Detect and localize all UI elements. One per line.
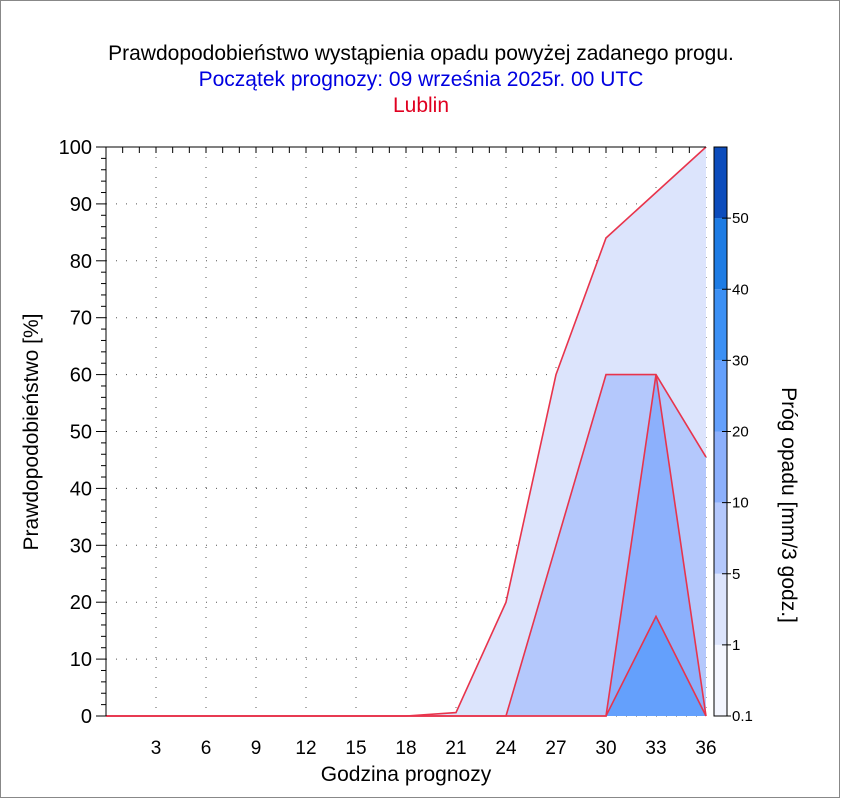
- colorbar-segment: [714, 147, 727, 219]
- x-tick-label: 6: [201, 738, 212, 759]
- x-tick-label: 18: [395, 738, 416, 759]
- area-threshold-1: [106, 374, 706, 716]
- x-tick-label: 24: [495, 738, 517, 759]
- colorbar-segment: [714, 573, 727, 645]
- y-tick-label: 10: [70, 649, 92, 671]
- y-tick-label: 40: [70, 478, 92, 500]
- station-name: Lublin: [392, 94, 450, 117]
- colorbar: 0.1 1 5 10 20 30 40 50: [713, 146, 753, 725]
- colorbar-tick-label: 50: [732, 210, 749, 227]
- y-tick-label: 80: [70, 251, 92, 273]
- x-tick-label: 33: [645, 738, 666, 759]
- y-tick-label: 100: [59, 137, 92, 159]
- probability-areas: [106, 146, 707, 717]
- x-tick-label: 9: [251, 738, 262, 759]
- colorbar-segment: [714, 644, 727, 716]
- y-tick-label: 0: [81, 706, 92, 728]
- chart-subtitle: Początek prognozy: 09 września 2025r. 00…: [198, 68, 644, 91]
- y-tick-label: 60: [70, 365, 92, 387]
- x-tick-label: 30: [595, 738, 616, 759]
- x-axis-label: Godzina prognozy: [321, 763, 492, 786]
- x-tick-label: 36: [695, 738, 716, 759]
- y-tick-label: 30: [70, 535, 92, 557]
- x-tick-label: 3: [151, 738, 162, 759]
- x-tick-label: 27: [545, 738, 566, 759]
- colorbar-segment: [714, 502, 727, 574]
- x-tick-label: 21: [445, 738, 466, 759]
- y-tick-label: 70: [70, 308, 92, 330]
- y-tick-label: 90: [70, 194, 92, 216]
- chart-title: Prawdopodobieństwo wystąpienia opadu pow…: [108, 42, 734, 65]
- colorbar-segment: [714, 360, 727, 432]
- colorbar-tick-label: 20: [732, 424, 749, 441]
- colorbar-tick-label: 1: [732, 637, 740, 654]
- y-tick-label: 20: [70, 592, 92, 614]
- y-tick-label: 50: [70, 422, 92, 444]
- colorbar-tick-label: 10: [732, 495, 749, 512]
- colorbar-segment: [714, 289, 727, 361]
- colorbar-tick-label: 40: [732, 281, 749, 298]
- area-threshold-3: [106, 616, 706, 716]
- line-threshold-3: [106, 614, 707, 717]
- colorbar-label: Próg opadu [mm/3 godz.]: [777, 387, 800, 623]
- y-axis-label: Prawdopodobieństwo [%]: [20, 314, 43, 551]
- colorbar-tick-label: 5: [732, 566, 740, 583]
- x-tick-label: 15: [345, 738, 366, 759]
- colorbar-tick-label: 0.1: [732, 708, 753, 725]
- x-tick-label: 12: [295, 738, 316, 759]
- colorbar-segment: [714, 218, 727, 290]
- colorbar-segment: [714, 431, 727, 503]
- colorbar-tick-label: 30: [732, 352, 749, 369]
